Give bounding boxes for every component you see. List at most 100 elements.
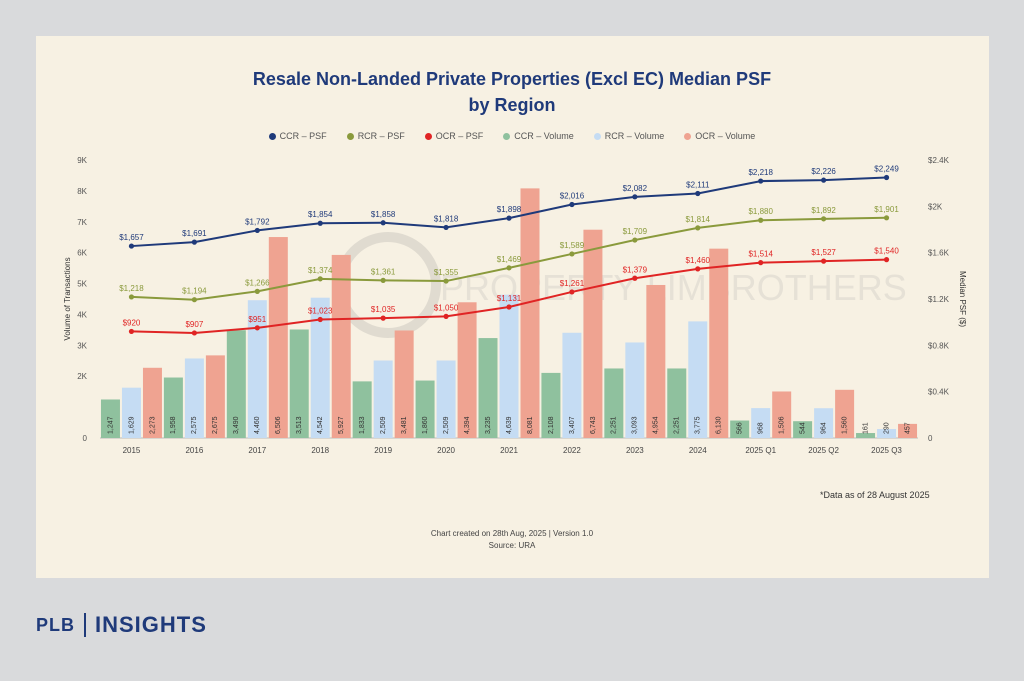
left-tick-label: 8K	[77, 187, 87, 196]
bar-ocr-volume	[835, 389, 855, 438]
bar-data-label: 4,542	[317, 416, 324, 434]
psf-data-label: $2,016	[560, 191, 585, 200]
x-tick-label: 2017	[248, 446, 266, 455]
psf-data-label: $1,355	[434, 268, 459, 277]
psf-point	[758, 260, 764, 266]
psf-data-label: $1,657	[119, 233, 144, 242]
right-tick-label: $1.6K	[928, 249, 950, 258]
psf-point	[380, 220, 386, 226]
right-axis-title: Median PSF ($)	[958, 271, 967, 327]
x-tick-label: 2025 Q1	[745, 446, 776, 455]
bar-rcr-volume	[751, 408, 771, 438]
psf-point	[128, 243, 135, 249]
bar-data-label: 290	[883, 422, 890, 434]
psf-data-label: $2,218	[748, 168, 773, 177]
bar-data-label: 3,490	[233, 416, 240, 434]
bar-ccr-volume	[100, 399, 120, 438]
bar-data-label: 3,407	[569, 416, 576, 434]
psf-data-label: $1,035	[371, 305, 396, 314]
psf-data-label: $1,261	[560, 279, 585, 288]
psf-data-label: $1,814	[686, 215, 711, 224]
data-note: *Data as of 28 August 2025	[820, 490, 930, 500]
legend-swatch	[346, 132, 354, 140]
legend-label: OCR – PSF	[435, 131, 484, 141]
bar-ccr-volume	[541, 372, 561, 438]
footer-source: Source: URA	[488, 541, 536, 550]
psf-data-label: $1,514	[748, 250, 773, 259]
bar-ocr-volume	[520, 188, 540, 438]
bar-data-label: 457	[904, 422, 911, 434]
psf-point	[632, 237, 638, 243]
legend-item-ocr-volume: OCR – Volume	[684, 131, 755, 141]
psf-point	[443, 278, 449, 284]
bar-data-label: 2,251	[674, 416, 681, 434]
psf-point	[506, 265, 512, 271]
bar-data-label: 1,560	[841, 416, 848, 434]
legend-item-ccr-volume: CCR – Volume	[503, 131, 574, 141]
psf-data-label: $1,854	[308, 210, 333, 219]
psf-data-label: $1,901	[874, 205, 899, 214]
legend-item-ccr-psf: CCR – PSF	[268, 131, 327, 141]
legend-item-rcr-volume: RCR – Volume	[593, 131, 664, 141]
psf-point	[821, 258, 827, 264]
psf-point	[821, 177, 827, 183]
psf-data-label: $1,892	[811, 206, 836, 215]
psf-data-label: $1,131	[497, 294, 522, 303]
bar-ocr-volume	[772, 391, 792, 438]
bar-ccr-volume	[667, 368, 687, 438]
psf-point	[317, 276, 323, 282]
legend-swatch	[593, 132, 601, 140]
bar-data-label: 544	[799, 422, 806, 434]
x-tick-label: 2015	[123, 446, 141, 455]
bar-ccr-volume	[478, 338, 498, 438]
bar-rcr-volume	[625, 342, 645, 438]
brand-plb: PLB	[36, 614, 75, 635]
psf-point	[883, 257, 890, 263]
psf-data-label: $2,249	[874, 164, 899, 173]
psf-data-label: $1,540	[874, 247, 899, 256]
chart-title: Resale Non-Landed Private Properties (Ex…	[0, 66, 1024, 118]
psf-point	[506, 215, 512, 221]
bar-ocr-volume	[394, 330, 414, 438]
psf-point	[758, 217, 764, 223]
psf-data-label: $1,709	[623, 227, 648, 236]
left-tick-label: 5K	[77, 280, 87, 289]
bar-data-label: 3,481	[401, 416, 408, 434]
left-tick-label: 7K	[77, 218, 87, 227]
bar-data-label: 3,093	[632, 416, 639, 434]
bar-ocr-volume	[457, 302, 477, 438]
bar-ccr-volume	[793, 421, 813, 438]
bar-rcr-volume	[247, 300, 267, 438]
psf-point	[695, 266, 701, 272]
legend: CCR – PSF RCR – PSF OCR – PSF CCR – Volu…	[0, 131, 1024, 141]
right-tick-label: $1.2K	[928, 295, 950, 304]
legend-item-ocr-psf: OCR – PSF	[424, 131, 484, 141]
bar-data-label: 3,775	[695, 416, 702, 434]
legend-label: RCR – PSF	[357, 131, 405, 141]
psf-point	[883, 174, 890, 181]
x-tick-label: 2020	[437, 446, 455, 455]
legend-label: CCR – Volume	[514, 131, 574, 141]
bar-data-label: 3,513	[296, 416, 303, 434]
x-tick-label: 2023	[626, 446, 644, 455]
right-tick-label: $0.8K	[928, 341, 950, 350]
bar-data-label: 2,675	[212, 416, 219, 434]
bar-ccr-volume	[352, 381, 372, 438]
x-tick-label: 2024	[689, 446, 707, 455]
bar-ocr-volume	[583, 229, 603, 438]
psf-data-label: $1,818	[434, 214, 459, 223]
bar-data-label: 6,130	[716, 416, 723, 434]
psf-point	[254, 227, 260, 234]
bar-ocr-volume	[898, 423, 918, 438]
psf-point	[380, 277, 386, 283]
bar-ccr-volume	[856, 433, 876, 438]
psf-data-label: $1,527	[811, 248, 836, 257]
bar-ccr-volume	[604, 368, 624, 438]
psf-data-label: $1,792	[245, 217, 270, 226]
psf-point	[632, 275, 638, 281]
legend-swatch	[684, 132, 692, 140]
psf-point	[569, 201, 575, 208]
psf-data-label: $1,050	[434, 303, 459, 312]
bar-data-label: 968	[758, 422, 765, 434]
